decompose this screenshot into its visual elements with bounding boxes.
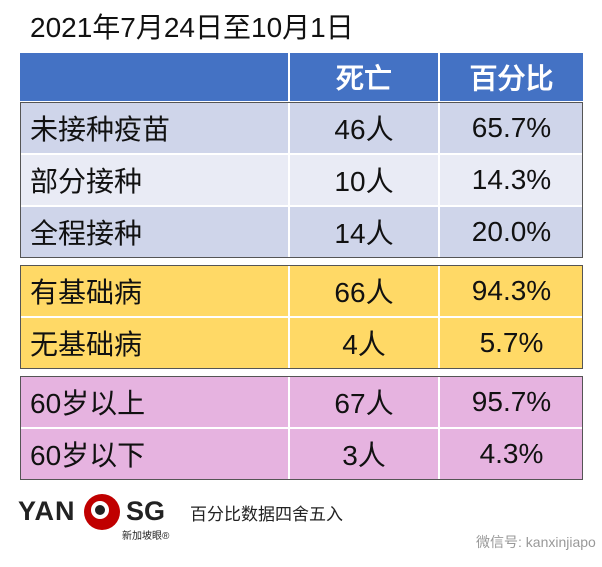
table-cell: 60岁以上 <box>20 377 288 427</box>
header-cell: 死亡 <box>290 53 438 101</box>
watermark: 微信号: kanxinjiapo <box>476 534 596 550</box>
table-cell: 67人 <box>290 377 438 427</box>
table-cell: 4人 <box>290 318 438 368</box>
table-cell: 94.3% <box>440 266 583 316</box>
table-cell: 5.7% <box>440 318 583 368</box>
table-cell: 20.0% <box>440 207 583 257</box>
table-cell: 10人 <box>290 155 438 205</box>
table-cell: 无基础病 <box>20 318 288 368</box>
table-cell: 未接种疫苗 <box>20 103 288 153</box>
table-cell: 60岁以下 <box>20 429 288 479</box>
group-border <box>20 376 583 480</box>
table-cell: 全程接种 <box>20 207 288 257</box>
table-cell: 14.3% <box>440 155 583 205</box>
logo-sub: 新加坡眼® <box>122 531 170 542</box>
table-cell: 3人 <box>290 429 438 479</box>
logo-text: YAN <box>18 496 76 526</box>
table-cell: 95.7% <box>440 377 583 427</box>
table-cell: 14人 <box>290 207 438 257</box>
title: 2021年7月24日至10月1日 <box>30 12 354 43</box>
footnote: 百分比数据四舍五入 <box>190 505 343 524</box>
table-cell: 有基础病 <box>20 266 288 316</box>
table-cell: 65.7% <box>440 103 583 153</box>
logo-icon <box>84 494 120 530</box>
logo-text: SG <box>126 496 166 526</box>
group-border <box>20 265 583 369</box>
header-cell: 百分比 <box>440 53 583 101</box>
group-border <box>20 102 583 258</box>
header-cell <box>20 53 288 101</box>
table-cell: 46人 <box>290 103 438 153</box>
table-cell: 66人 <box>290 266 438 316</box>
table-cell: 4.3% <box>440 429 583 479</box>
table-cell: 部分接种 <box>20 155 288 205</box>
